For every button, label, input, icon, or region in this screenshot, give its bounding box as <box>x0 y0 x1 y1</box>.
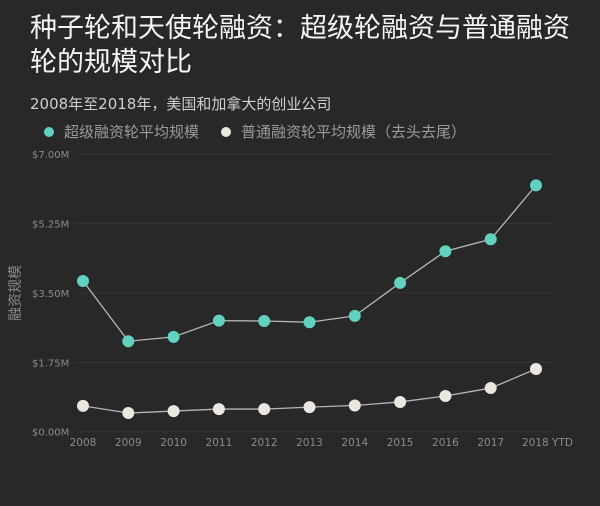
x-tick-label: 2017 <box>477 437 504 449</box>
y-tick-label: $5.25M <box>32 219 69 230</box>
legend-item-super: 超级融资轮平均规模 <box>44 121 199 142</box>
data-point-1 <box>439 389 452 402</box>
data-point-0 <box>530 179 542 192</box>
data-point-0 <box>167 330 180 343</box>
data-point-1 <box>530 363 542 376</box>
x-tick-label: 2018 YTD <box>522 437 573 449</box>
data-point-1 <box>212 403 225 416</box>
x-tick-label: 2013 <box>296 437 323 449</box>
data-point-0 <box>212 314 225 327</box>
data-point-0 <box>348 309 361 322</box>
data-point-0 <box>258 315 271 328</box>
chart-title: 种子轮和天使轮融资：超级轮融资与普通融资轮的规模对比 <box>30 13 570 78</box>
x-tick-label: 2011 <box>206 437 233 449</box>
legend-marker-normal <box>221 126 232 137</box>
data-point-1 <box>303 401 316 414</box>
data-point-0 <box>303 316 316 329</box>
data-point-1 <box>258 403 271 416</box>
y-tick-label: $7.00M <box>32 150 69 161</box>
data-point-1 <box>394 395 407 408</box>
x-tick-label: 2016 <box>432 437 459 449</box>
data-point-0 <box>484 233 497 246</box>
data-point-1 <box>122 407 135 420</box>
x-tick-label: 2010 <box>160 437 187 449</box>
data-point-0 <box>439 245 452 258</box>
chart-subtitle: 2008年至2018年，美国和加拿大的创业公司 <box>30 95 332 113</box>
data-point-1 <box>484 382 497 395</box>
data-point-0 <box>394 276 407 289</box>
x-tick-label: 2015 <box>387 437 414 449</box>
y-tick-label: $3.50M <box>32 289 69 300</box>
data-point-1 <box>167 405 180 418</box>
y-tick-label: $1.75M <box>32 358 69 369</box>
data-point-1 <box>348 399 361 412</box>
x-tick-label: 2012 <box>251 437 278 449</box>
data-point-0 <box>122 335 135 348</box>
legend-item-normal: 普通融资轮平均规模（去头去尾） <box>221 121 466 142</box>
legend-label-super: 超级融资轮平均规模 <box>64 123 200 141</box>
legend-marker-super <box>44 126 54 137</box>
x-tick-label: 2014 <box>341 437 368 449</box>
legend-label-normal: 普通融资轮平均规模（去头去尾） <box>241 123 467 141</box>
data-point-1 <box>77 399 89 412</box>
x-tick-label: 2008 <box>70 437 97 449</box>
y-axis-label: 融资规模 <box>8 265 24 321</box>
y-tick-label: $0.00M <box>32 428 69 439</box>
legend: 超级融资轮平均规模 普通融资轮平均规模（去头去尾） <box>44 121 466 142</box>
x-tick-label: 2009 <box>115 437 142 449</box>
data-point-0 <box>77 274 89 287</box>
